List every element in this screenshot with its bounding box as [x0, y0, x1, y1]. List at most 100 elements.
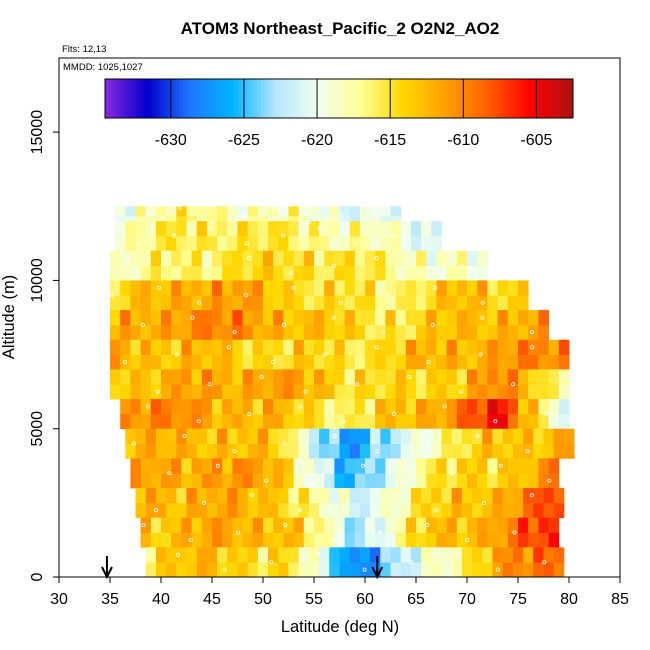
colorbar-swatch [276, 79, 281, 118]
heatmap-cell [252, 399, 264, 415]
colorbar-swatch [198, 79, 203, 118]
heatmap-cell [125, 215, 136, 226]
heatmap-cell [512, 488, 524, 504]
heatmap-cell [497, 384, 509, 400]
heatmap-cell [237, 428, 249, 444]
heatmap-cell [334, 399, 345, 415]
heatmap-cell [303, 339, 315, 355]
heatmap-cell [201, 280, 213, 296]
heatmap-cell [257, 502, 269, 519]
heatmap-cell [426, 310, 437, 326]
heatmap-cell [385, 532, 396, 548]
heatmap-cell [288, 206, 300, 217]
sample-point [332, 263, 337, 268]
heatmap-cell [283, 458, 294, 474]
heatmap-cell [273, 295, 284, 311]
heatmap-cell [467, 339, 478, 355]
heatmap-cell [456, 354, 468, 370]
heatmap-cell [191, 354, 203, 370]
colorbar-swatch [268, 79, 274, 118]
heatmap-cell [314, 517, 325, 533]
heatmap-cell [507, 384, 519, 400]
heatmap-cell [329, 428, 340, 444]
heatmap-cell [324, 399, 335, 415]
heatmap-cell [451, 443, 463, 459]
heatmap-cell [206, 562, 218, 578]
heatmap-cell [482, 443, 493, 459]
heatmap-cell [446, 384, 458, 400]
heatmap-cell [247, 221, 259, 237]
heatmap-cell [324, 250, 335, 266]
heatmap-cell [472, 428, 483, 444]
heatmap-cell [375, 339, 386, 355]
heatmap-cell [145, 221, 157, 237]
heatmap-cell [155, 547, 167, 563]
heatmap-cell [492, 562, 504, 578]
heatmap-cell [319, 488, 330, 504]
heatmap-cell [298, 428, 310, 444]
heatmap-cell [395, 384, 407, 400]
heatmap-cell [201, 295, 213, 311]
heatmap-cell [217, 235, 228, 252]
heatmap-cell [242, 265, 254, 281]
sample-point [247, 411, 252, 416]
heatmap-cell [288, 547, 300, 563]
heatmap-cell [538, 310, 549, 326]
heatmap-cell [528, 517, 539, 533]
heatmap-cell [477, 384, 488, 400]
heatmap-cell [324, 413, 335, 430]
heatmap-cell [538, 532, 549, 548]
colorbar-swatch [112, 79, 118, 118]
heatmap-cell [268, 488, 279, 504]
heatmap-cell [201, 310, 213, 326]
heatmap-cell [186, 488, 198, 504]
heatmap-cell [268, 428, 279, 444]
heatmap-cell [314, 280, 325, 296]
colorbar-swatch [327, 79, 332, 118]
heatmap-cell [528, 532, 539, 548]
heatmap-cell [308, 221, 320, 237]
heatmap-cell [115, 206, 126, 217]
heatmap-cell [308, 235, 320, 252]
heatmap-cell [130, 399, 141, 415]
sample-point [360, 463, 365, 468]
colorbar-swatch [163, 79, 168, 118]
sample-point [125, 256, 130, 261]
heatmap-cell [334, 354, 345, 370]
heatmap-cell [314, 339, 325, 355]
heatmap-cell [426, 369, 437, 385]
heatmap-cell [186, 235, 198, 252]
heatmap-cell [232, 310, 243, 326]
heatmap-cell [314, 458, 325, 474]
heatmap-cell [390, 547, 402, 563]
sample-point [459, 389, 464, 394]
heatmap-cell [456, 517, 468, 533]
heatmap-cell [252, 532, 264, 548]
heatmap-cell [385, 369, 396, 385]
heatmap-cell [334, 473, 345, 489]
heatmap-cell [191, 265, 203, 281]
heatmap-cell [507, 517, 519, 533]
sample-point [345, 500, 350, 505]
heatmap-cell [533, 488, 544, 504]
heatmap-cell [370, 488, 381, 504]
colorbar-swatch [233, 79, 239, 118]
colorbar-swatch [498, 79, 504, 118]
heatmap-cell [410, 221, 422, 237]
heatmap-cell [507, 458, 519, 474]
sample-point [544, 411, 549, 416]
heatmap-cell [217, 221, 228, 237]
colorbar-swatch [420, 79, 426, 118]
heatmap-cell [293, 354, 305, 370]
colorbar-swatch [510, 79, 515, 118]
heatmap-cell [227, 206, 238, 217]
sample-point [417, 270, 422, 275]
heatmap-cell [161, 324, 172, 341]
heatmap-cell [354, 532, 366, 548]
colorbar-swatch [456, 79, 461, 118]
heatmap-cell [176, 221, 187, 237]
heatmap-cell [354, 324, 366, 341]
heatmap-cell [257, 488, 269, 504]
y-axis-label: Altitude (m) [0, 275, 18, 359]
heatmap-cell [181, 413, 192, 430]
